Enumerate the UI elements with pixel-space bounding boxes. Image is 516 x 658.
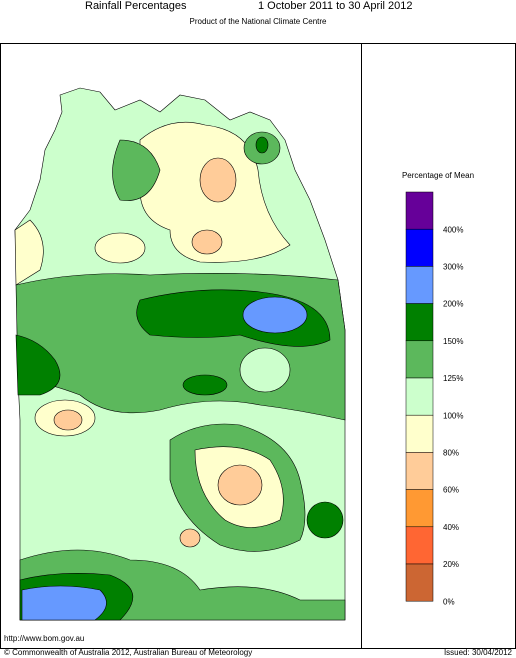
copyright: © Commonwealth of Australia 2012, Austra…: [4, 648, 252, 657]
region: [179, 528, 201, 548]
region: [15, 334, 61, 396]
region: [112, 139, 161, 201]
legend-label: 200%: [443, 300, 463, 309]
legend-label: 40%: [443, 523, 459, 532]
region: [217, 464, 263, 506]
legend-label: 400%: [443, 225, 463, 234]
region: [306, 501, 344, 539]
region: [199, 157, 237, 203]
legend-swatch: [405, 303, 434, 342]
legend-swatch: [405, 526, 434, 565]
legend-swatch: [405, 340, 434, 379]
legend-swatch: [405, 489, 434, 528]
region: [53, 409, 83, 431]
legend-swatch: [405, 452, 434, 490]
legend-swatch: [405, 414, 434, 453]
legend-label: 125%: [443, 374, 463, 383]
legend-swatch: [405, 563, 434, 602]
legend-label: 100%: [443, 411, 463, 420]
region: [242, 296, 308, 334]
region: [255, 136, 269, 154]
legend-label: 150%: [443, 337, 463, 346]
legend-swatch: [405, 191, 434, 230]
region: [21, 585, 107, 621]
region: [191, 229, 223, 255]
legend-title: Percentage of Mean: [402, 171, 474, 180]
issued: Issued: 30/04/2012: [444, 648, 513, 657]
map: [14, 87, 346, 621]
legend-label: 60%: [443, 486, 459, 495]
legend-label: 20%: [443, 560, 459, 569]
region: [94, 232, 146, 264]
region: [14, 219, 44, 286]
region: [182, 374, 228, 396]
period: 1 October 2011 to 30 April 2012: [258, 0, 413, 12]
legend-swatch: [405, 228, 434, 267]
legend-swatch: [405, 266, 434, 304]
url: http://www.bom.gov.au: [4, 634, 84, 643]
legend: 400% 300% 200% 150% 125% 100% 80% 60% 40% 20% 0%: [405, 191, 463, 606]
legend-label: 300%: [443, 263, 463, 272]
legend-label: 0%: [443, 597, 455, 606]
title: Rainfall Percentages: [85, 0, 187, 12]
region: [239, 347, 291, 393]
legend-label: 80%: [443, 449, 459, 458]
legend-swatch: [405, 377, 434, 416]
subtitle: Product of the National Climate Centre: [190, 17, 328, 26]
